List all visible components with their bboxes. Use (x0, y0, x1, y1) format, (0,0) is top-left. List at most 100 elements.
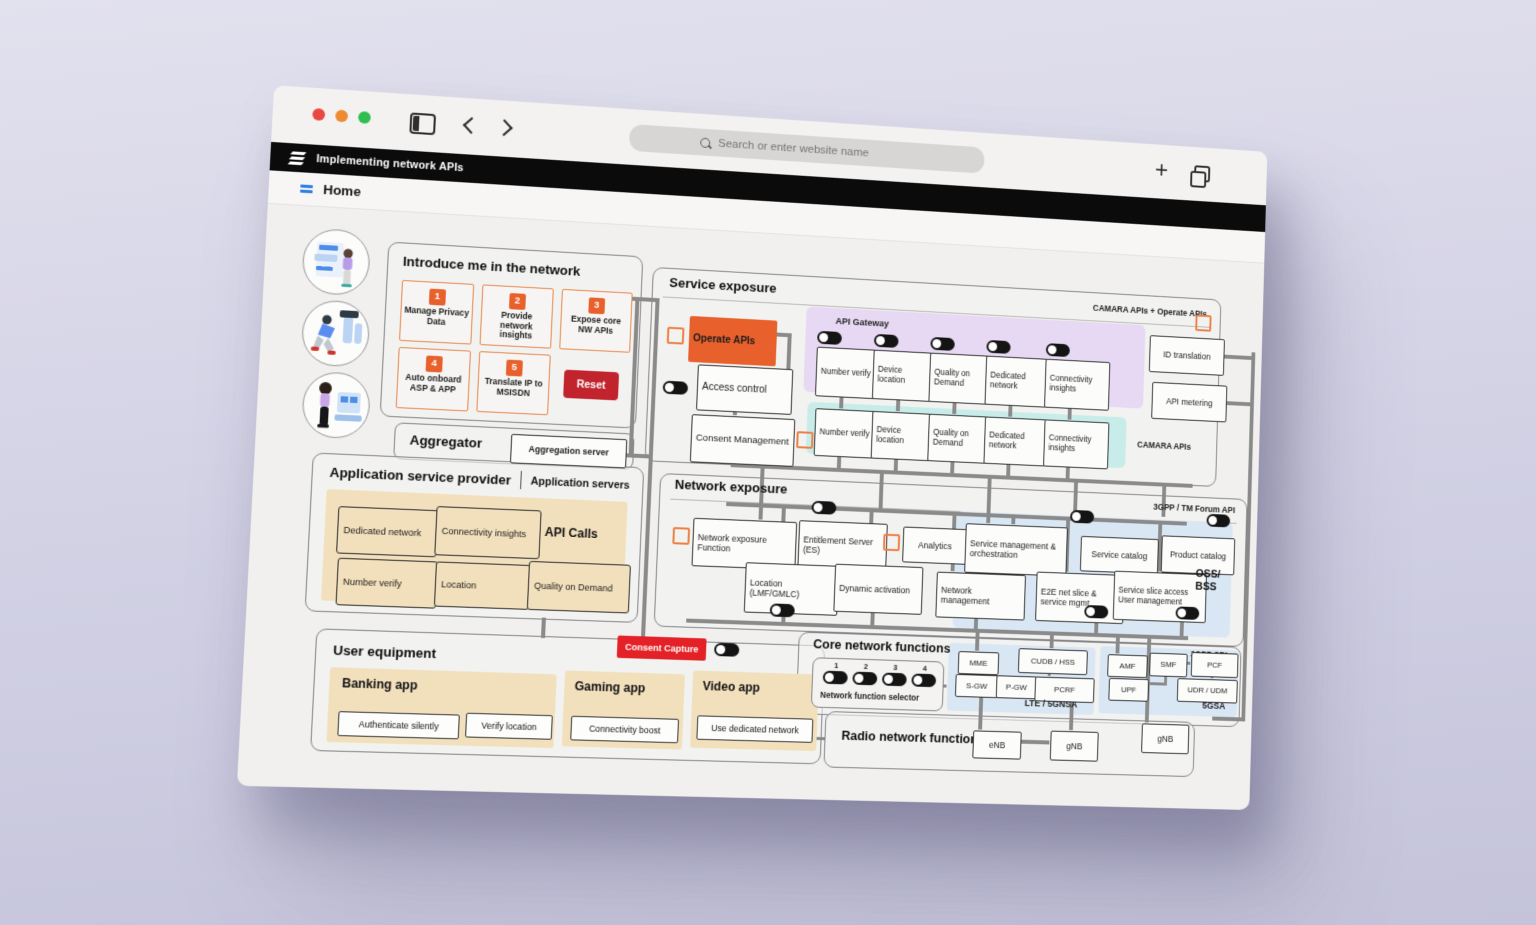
slice-access-toggle[interactable] (1175, 606, 1200, 620)
browser-window: + Implementing network APIs Home (236, 85, 1268, 811)
step-manage-privacy[interactable]: 1 Manage Privacy Data (399, 279, 475, 345)
gateway-api-connectivity: Connectivity insights (1044, 358, 1111, 411)
gateway-api-dedicated: Dedicated network (984, 355, 1048, 408)
ericsson-logo-icon (287, 150, 307, 166)
nef-checkbox[interactable] (672, 527, 691, 545)
enb-node: eNB (972, 730, 1022, 760)
persona-avatar-1[interactable] (301, 227, 372, 297)
gateway-toggle-connectivity[interactable] (1045, 343, 1071, 358)
banking-app-title: Banking app (341, 675, 418, 693)
step-label: Translate IP to MSISDN (484, 375, 543, 398)
nf-toggle-3[interactable] (881, 672, 907, 687)
gnb-node-1: gNB (1049, 730, 1099, 762)
gateway-toggle-dedicated[interactable] (986, 339, 1011, 354)
pcf-node: PCF (1190, 652, 1239, 679)
sidebar-pane-glyph (412, 115, 420, 132)
service-exposure-panel: Service exposure CAMARA APIs + Operate A… (644, 266, 1228, 487)
radio-title: Radio network functions (841, 728, 985, 747)
sidebar-toggle-icon[interactable] (409, 112, 437, 136)
connector-line (540, 617, 546, 639)
api-node-quality-on-demand: Quality on Demand (526, 560, 631, 614)
address-bar[interactable] (628, 123, 985, 174)
gnb-node-2: gNB (1141, 723, 1190, 755)
step-auto-onboard[interactable]: 4 Auto onboard ASP & APP (395, 346, 472, 412)
mme-node: MME (957, 651, 1000, 676)
verify-location-button[interactable]: Verify location (465, 712, 553, 740)
network-exposure-title: Network exposure (674, 476, 788, 497)
operate-apis-checkbox[interactable] (666, 326, 685, 345)
step-label: Auto onboard ASP & APP (405, 371, 462, 395)
product-catalog-toggle[interactable] (1206, 513, 1231, 528)
asp-panel: Application service provider Application… (304, 452, 645, 623)
step-expose-apis[interactable]: 3 Expose core NW APIs (559, 288, 633, 353)
camara-api-dedicated: Dedicated network (983, 416, 1047, 467)
sa-label: 5GSA (1202, 700, 1226, 712)
aggregator-title: Aggregator (409, 432, 483, 451)
step-label: Provide network insights (499, 309, 533, 341)
upf-node: UPF (1108, 677, 1150, 702)
smo-node: Service management & orchestration (964, 523, 1068, 577)
asp-subtitle: Application servers (530, 475, 631, 492)
translation-checkbox[interactable] (1195, 314, 1212, 332)
step-translate-ip[interactable]: 5 Translate IP to MSISDN (476, 351, 551, 416)
gateway-api-device-location: Device location (871, 349, 936, 403)
search-input[interactable] (715, 136, 917, 163)
camara-api-connectivity: Connectivity insights (1043, 419, 1110, 470)
zoom-window-button[interactable] (357, 111, 371, 124)
video-app-title: Video app (702, 678, 761, 695)
service-exposure-title: Service exposure (669, 274, 777, 296)
nf-toggle-1[interactable] (822, 670, 848, 685)
connectivity-boost-button[interactable]: Connectivity boost (570, 715, 680, 744)
minimize-window-button[interactable] (335, 109, 349, 123)
gateway-toggle-device-location[interactable] (873, 333, 899, 348)
consent-capture-toggle[interactable] (713, 642, 740, 657)
consent-management-checkbox[interactable] (796, 431, 814, 449)
new-tab-button[interactable]: + (1154, 156, 1169, 184)
header-divider (520, 470, 522, 490)
entitlement-toggle[interactable] (811, 500, 837, 515)
pgw-node: P-GW (995, 675, 1038, 700)
nav-home[interactable]: Home (322, 181, 362, 200)
nf-toggle-4[interactable] (911, 673, 937, 688)
nf-toggle-2[interactable] (852, 671, 878, 686)
operate-apis-node: Operate APIs (688, 315, 778, 367)
asp-title: Application service provider (329, 464, 512, 488)
gaming-app-title: Gaming app (574, 678, 646, 696)
camara-apis-label: CAMARA APIs (1137, 439, 1192, 452)
back-button[interactable] (462, 117, 481, 135)
persona-avatar-2[interactable] (300, 299, 371, 368)
analytics-checkbox[interactable] (882, 533, 901, 552)
aggregation-server-node: Aggregation server (509, 433, 628, 469)
persona-avatar-3[interactable] (300, 370, 372, 440)
introduce-panel: Introduce me in the network 1 Manage Pri… (379, 241, 644, 429)
forward-button[interactable] (495, 119, 513, 137)
service-catalog-toggle[interactable] (1069, 509, 1095, 524)
reset-button[interactable]: Reset (563, 369, 620, 401)
api-node-number-verify: Number verify (335, 557, 439, 609)
core-title: Core network functions (812, 637, 951, 656)
persona-illustration-2 (310, 310, 363, 355)
nef-node: Network exposure Function (691, 517, 798, 571)
tab-overview-icon[interactable] (1193, 165, 1211, 183)
access-control-toggle[interactable] (662, 380, 689, 395)
use-dedicated-network-button[interactable]: Use dedicated network (696, 715, 814, 743)
close-window-button[interactable] (312, 108, 326, 121)
id-translation-node: ID translation (1148, 335, 1225, 376)
e2e-toggle[interactable] (1084, 604, 1109, 619)
authenticate-silently-button[interactable]: Authenticate silently (337, 711, 460, 740)
step-number: 3 (588, 297, 606, 315)
menu-icon[interactable] (300, 184, 313, 193)
connector-line (816, 736, 825, 741)
selector-label: Network function selector (820, 690, 920, 703)
network-api-diagram: Introduce me in the network 1 Manage Pri… (237, 209, 1264, 810)
consent-management-node: Consent Management (689, 414, 796, 467)
selector-number-1: 1 (834, 660, 839, 671)
step-number: 4 (425, 355, 443, 373)
gateway-toggle-number-verify[interactable] (817, 330, 843, 345)
lte-label: LTE / 5GNSA (1024, 697, 1078, 710)
location-toggle[interactable] (769, 603, 795, 618)
step-network-insights[interactable]: 2 Provide network insights (479, 284, 554, 349)
gateway-toggle-quality[interactable] (930, 336, 955, 351)
api-metering-node: API metering (1151, 381, 1228, 423)
site-title: Implementing network APIs (316, 152, 464, 175)
